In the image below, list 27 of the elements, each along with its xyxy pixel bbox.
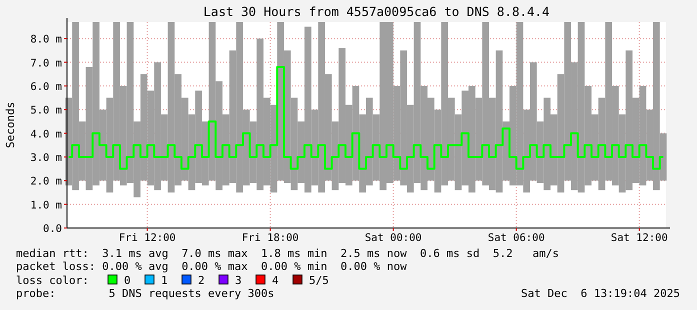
legend-label: 3 (235, 274, 242, 287)
legend-label: 0 (124, 274, 131, 287)
legend-label: 5/5 (309, 274, 329, 287)
y-axis-title: Seconds (4, 102, 17, 148)
y-tick-label: 4.0 m (30, 128, 62, 140)
y-tick-label: 1.0 m (30, 199, 62, 212)
x-tick-label: Sat 00:00 (364, 232, 422, 244)
y-tick-label: 5.0 m (30, 104, 62, 117)
y-tick-label: 7.0 m (30, 57, 62, 70)
y-tick-label: 0.0 (43, 223, 62, 235)
legend-label: 4 (272, 274, 279, 287)
text: packet loss: 0.00 % avg 0.00 % max 0.00 % min 0.00 % now (16, 260, 408, 273)
y-tick-label: 6.0 m (30, 80, 62, 93)
text: median rtt: 3.1 ms avg 7.0 ms max 1.8 ms min 2.5 ms now 0.6 ms sd 5.2 am/s (16, 247, 560, 260)
x-tick-label: Fri 18:00 (242, 232, 299, 244)
legend-label: 2 (198, 274, 205, 287)
y-tick-label: 8.0 m (30, 34, 62, 46)
x-tick-label: Sat 12:00 (610, 232, 668, 244)
x-tick-label: Sat 06:00 (488, 232, 545, 244)
text: probe: 5 DNS requests every 300s (16, 287, 274, 300)
chart-title: Last 30 Hours from 4557a0095ca6 to DNS 8.8.4.4 (203, 4, 550, 19)
y-tick-label: 3.0 m (30, 152, 62, 164)
legend-title: loss color: (16, 274, 89, 287)
y-tick-label: 2.0 m (30, 176, 62, 188)
text: Sat Dec 6 13:19:04 2025 (521, 287, 680, 300)
x-tick-label: Fri 12:00 (118, 232, 176, 244)
legend-label: 1 (161, 274, 168, 287)
